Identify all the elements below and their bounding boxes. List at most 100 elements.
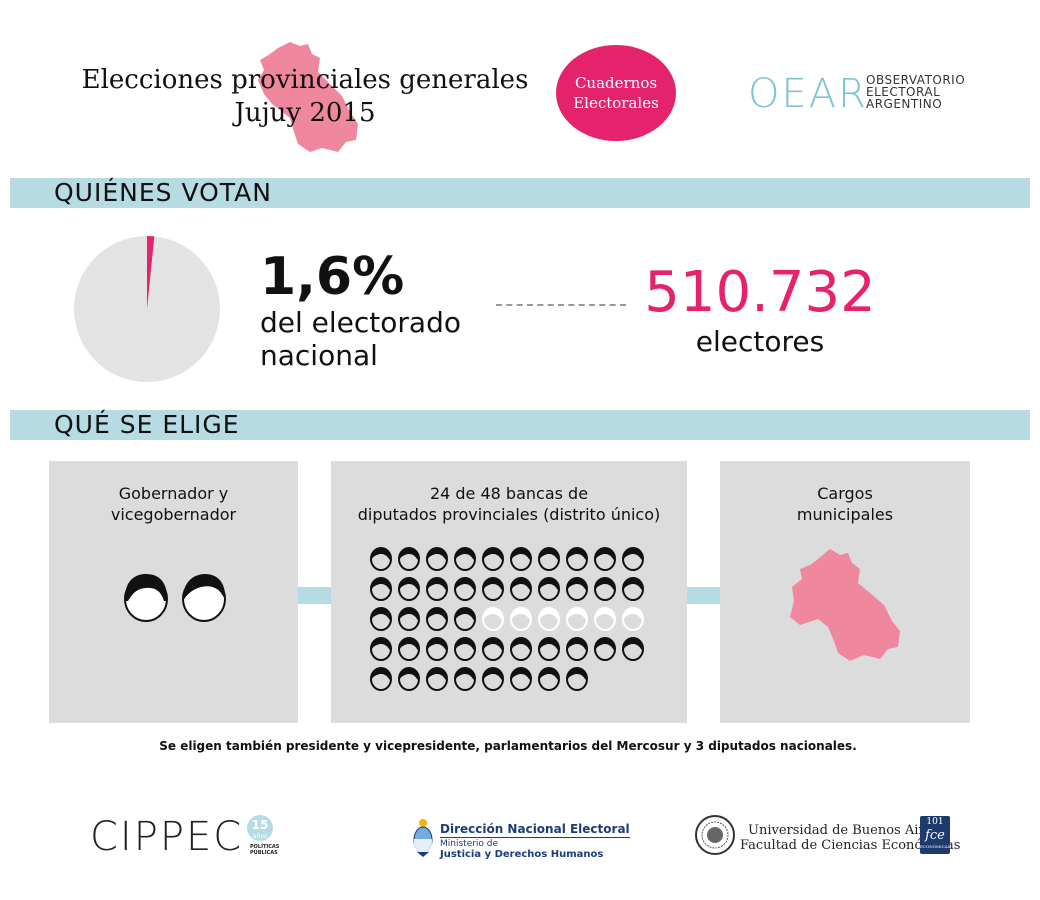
- uba-name: Universidad de Buenos Aires: [748, 823, 939, 838]
- seat-icon-elected: [426, 637, 448, 661]
- seat-icon-elected: [454, 667, 476, 691]
- box-governor-line-1: Gobernador y: [118, 484, 229, 503]
- section-bar-votan: [10, 178, 1030, 208]
- box-municipales-line-2: municipales: [796, 505, 894, 524]
- badge-line-1: Cuadernos: [574, 74, 658, 92]
- box-municipales-label: Cargos municipales: [720, 483, 970, 525]
- seat-icon-elected: [510, 637, 532, 661]
- seat-icon-elected: [510, 667, 532, 691]
- electorate-pie-chart: [74, 236, 220, 382]
- section-title-elige: QUÉ SE ELIGE: [54, 410, 240, 439]
- cippec-logo: CIPPEC: [90, 814, 244, 860]
- seat-icon-elected: [566, 637, 588, 661]
- seat-icon-elected: [398, 547, 420, 571]
- seat-icon-elected: [426, 607, 448, 631]
- cippec-years-label: años: [252, 833, 268, 840]
- seat-icon-elected: [482, 547, 504, 571]
- box-governor: Gobernador y vicegobernador: [49, 461, 298, 723]
- seat-icon-elected: [370, 667, 392, 691]
- oear-subtitle: OBSERVATORIO ELECTORAL ARGENTINO: [866, 74, 965, 110]
- seat-icon-elected: [594, 547, 616, 571]
- oear-logo: OEAR: [748, 71, 868, 117]
- seat-icon-elected: [370, 577, 392, 601]
- section-bar-elige: [10, 410, 1030, 440]
- seat-icon-elected: [594, 637, 616, 661]
- seat-icon-not-elected: [482, 607, 504, 631]
- fce-small: ECONÓMICAS: [920, 844, 951, 849]
- box-municipales: Cargos municipales: [720, 461, 970, 723]
- fce-logo: 101 fce ECONÓMICAS: [920, 816, 950, 854]
- governor-heads: [124, 574, 226, 622]
- person-head-icon: [182, 574, 226, 622]
- seat-icon-elected: [538, 667, 560, 691]
- argentina-shield-icon: [413, 819, 433, 857]
- seat-grid: [370, 547, 644, 691]
- seat-icon-elected: [538, 637, 560, 661]
- seat-icon-elected: [622, 577, 644, 601]
- seat-icon-elected: [454, 607, 476, 631]
- uba-faculty: Facultad de Ciencias Económicas: [740, 838, 961, 853]
- seat-icon-elected: [622, 637, 644, 661]
- jujuy-map-icon: [790, 549, 900, 661]
- seat-icon-elected: [510, 547, 532, 571]
- seat-icon-elected: [426, 547, 448, 571]
- title-line-1: Elecciones provinciales generales: [81, 65, 529, 95]
- badge-line-2: Electorales: [573, 94, 659, 112]
- seat-icon-elected: [566, 577, 588, 601]
- jujuy-map-header: [258, 42, 358, 152]
- seat-icon-elected: [454, 547, 476, 571]
- seat-icon-not-elected: [594, 607, 616, 631]
- seat-icon-elected: [454, 577, 476, 601]
- cuadernos-electorales-badge: Cuadernos Electorales: [556, 45, 676, 141]
- uba-seal-icon: [695, 815, 735, 855]
- voters-count: 510.732: [644, 260, 876, 325]
- dne-title: Dirección Nacional Electoral: [440, 822, 630, 838]
- seat-icon-not-elected: [622, 607, 644, 631]
- seat-icon-elected: [398, 607, 420, 631]
- percent-desc-line-1: del electorado: [260, 306, 461, 339]
- connector-2: [687, 587, 721, 604]
- dne-ministerio: Ministerio de: [440, 839, 499, 849]
- box-governor-line-2: vicegobernador: [110, 505, 237, 524]
- seat-icon-elected: [566, 547, 588, 571]
- box-governor-label: Gobernador y vicegobernador: [49, 483, 298, 525]
- seat-icon-elected: [370, 547, 392, 571]
- title-line-2: Jujuy 2015: [234, 98, 376, 128]
- oear-sub-line: ELECTORAL: [866, 85, 941, 99]
- seat-icon-elected: [566, 667, 588, 691]
- dne-justicia: Justicia y Derechos Humanos: [440, 849, 604, 860]
- percent-value: 1,6%: [260, 247, 405, 307]
- seat-icon-elected: [538, 547, 560, 571]
- box-diputados-line-2: diputados provinciales (distrito único): [357, 505, 661, 524]
- section-title-votan: QUIÉNES VOTAN: [54, 178, 272, 207]
- cippec-pp-line-2: PÚBLICAS: [250, 850, 278, 856]
- oear-sub-line: OBSERVATORIO: [866, 73, 966, 87]
- cippec-politicas-publicas: POLÍTICAS PÚBLICAS: [250, 844, 279, 856]
- seat-icon-elected: [482, 637, 504, 661]
- seat-icon-elected: [454, 637, 476, 661]
- seat-icon-elected: [370, 637, 392, 661]
- seat-icon-elected: [398, 637, 420, 661]
- seat-icon-elected: [482, 577, 504, 601]
- percent-desc-line-2: nacional: [260, 339, 378, 372]
- seat-icon-elected: [594, 577, 616, 601]
- box-municipales-line-1: Cargos: [817, 484, 873, 503]
- pie-slice-jujuy: [147, 236, 155, 309]
- cippec-years: 15: [251, 818, 269, 832]
- seat-icon-elected: [482, 667, 504, 691]
- box-diputados-line-1: 24 de 48 bancas de: [429, 484, 589, 503]
- page-title: Elecciones provinciales generales Jujuy …: [60, 64, 550, 130]
- seat-icon-elected: [510, 577, 532, 601]
- box-diputados-label: 24 de 48 bancas de diputados provinciale…: [331, 483, 687, 525]
- seat-icon-not-elected: [566, 607, 588, 631]
- seat-icon-elected: [622, 547, 644, 571]
- fce-years: 101: [926, 817, 944, 827]
- seat-icon-elected: [426, 667, 448, 691]
- seat-icon-elected: [398, 577, 420, 601]
- seat-icon-not-elected: [538, 607, 560, 631]
- dashed-divider: [496, 304, 626, 306]
- voters-label: electores: [695, 325, 825, 358]
- connector-1: [298, 587, 332, 604]
- seat-icon-not-elected: [510, 607, 532, 631]
- box-diputados: 24 de 48 bancas de diputados provinciale…: [331, 461, 687, 723]
